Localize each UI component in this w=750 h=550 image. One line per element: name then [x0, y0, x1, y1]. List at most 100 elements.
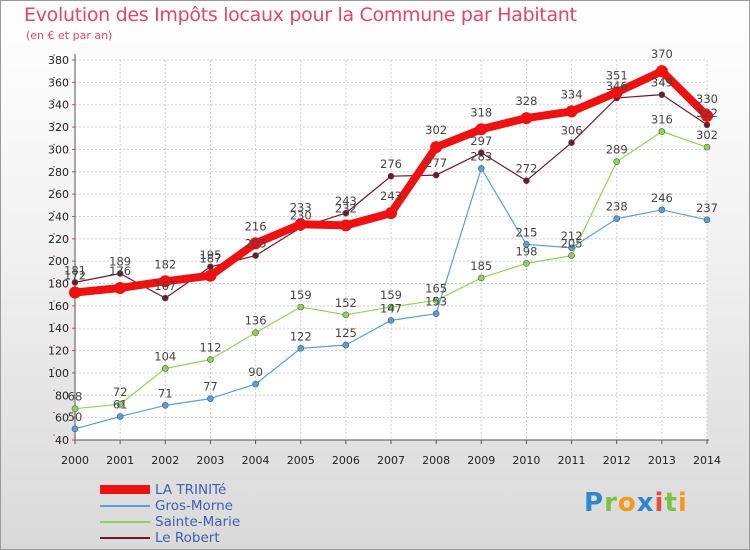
data-point-sainte-marie	[703, 143, 711, 151]
data-label-le-robert: 195	[199, 248, 221, 262]
grid	[74, 59, 708, 441]
data-point-gros-morne	[568, 244, 575, 252]
data-point-le-robert	[71, 279, 79, 286]
x-tick-label: 2008	[422, 454, 450, 467]
x-tick-label: 2009	[467, 454, 495, 467]
data-point-gros-morne	[387, 317, 395, 324]
data-label-la-trinit-: 172	[64, 268, 86, 282]
x-tick-label: 2013	[648, 454, 676, 467]
y-tick-label: 140	[48, 322, 69, 335]
data-label-le-robert: 277	[425, 156, 447, 170]
data-point-la-trinit-	[249, 237, 262, 250]
data-label-sainte-marie: 72	[113, 385, 128, 399]
x-tick-label: 2005	[287, 454, 315, 467]
data-label-sainte-marie: 185	[470, 259, 492, 273]
y-tick-label: 340	[48, 99, 69, 112]
data-point-gros-morne	[297, 345, 305, 352]
data-point-sainte-marie	[161, 365, 169, 372]
x-tick-label: 2011	[558, 454, 586, 467]
data-point-sainte-marie	[613, 158, 621, 166]
data-label-sainte-marie: 104	[154, 349, 176, 363]
data-label-le-robert: 322	[696, 106, 718, 120]
logo-letter: r	[604, 488, 618, 518]
data-label-gros-morne: 122	[290, 329, 312, 343]
series-lines	[69, 65, 713, 433]
data-label-gros-morne: 215	[515, 225, 537, 239]
data-point-sainte-marie	[252, 329, 259, 337]
data-label-la-trinit-: 176	[109, 264, 131, 278]
legend-label: Sainte-Marie	[155, 514, 241, 530]
legend-label: LA TRINITé	[155, 482, 227, 498]
x-tick-label: 2000	[61, 454, 89, 467]
legend-swatch	[100, 537, 150, 539]
data-point-sainte-marie	[523, 260, 530, 267]
data-label-la-trinit-: 233	[290, 200, 312, 214]
data-point-gros-morne	[161, 402, 169, 409]
data-label-sainte-marie: 302	[696, 128, 718, 142]
proxiti-logo: Proxiti	[584, 488, 688, 518]
data-label-la-trinit-: 318	[470, 105, 492, 119]
data-label-le-robert: 349	[651, 76, 673, 90]
data-point-gros-morne	[703, 216, 711, 224]
data-label-gros-morne: 71	[158, 386, 173, 400]
data-label-gros-morne: 125	[335, 326, 357, 340]
data-label-gros-morne: 246	[651, 191, 673, 205]
data-point-le-robert	[387, 172, 395, 180]
y-tick-label: 300	[48, 143, 69, 156]
data-label-sainte-marie: 165	[425, 281, 447, 295]
data-label-la-trinit-: 232	[335, 201, 357, 215]
data-label-la-trinit-: 216	[245, 219, 267, 233]
x-tick-label: 2012	[603, 454, 631, 467]
chart-subtitle: (en € et par an)	[26, 29, 113, 42]
data-point-sainte-marie	[432, 296, 440, 304]
data-label-gros-morne: 283	[470, 149, 492, 163]
data-point-sainte-marie	[207, 356, 214, 363]
data-point-sainte-marie	[387, 303, 395, 311]
y-tick-label: 320	[48, 121, 69, 134]
data-point-sainte-marie	[658, 128, 666, 135]
y-tick-label: 80	[55, 389, 69, 402]
data-label-la-trinit-: 370	[651, 47, 673, 61]
logo-letter: o	[617, 488, 637, 518]
data-label-sainte-marie: 159	[380, 288, 402, 302]
data-point-gros-morne	[71, 425, 79, 433]
data-label-la-trinit-: 302	[425, 123, 447, 137]
data-point-le-robert	[161, 294, 169, 302]
data-label-le-robert: 276	[380, 157, 402, 171]
data-point-le-robert	[252, 252, 259, 259]
legend-swatch	[100, 521, 150, 523]
data-label-le-robert: 167	[154, 279, 176, 293]
data-label-le-robert: 346	[606, 79, 628, 93]
data-label-gros-morne: 153	[425, 295, 447, 309]
logo-letter: i	[654, 488, 665, 518]
y-tick-label: 180	[48, 278, 69, 291]
y-tick-label: 200	[48, 255, 69, 268]
data-label-le-robert: 297	[470, 134, 492, 148]
data-label-sainte-marie: 68	[68, 390, 83, 404]
data-point-le-robert	[523, 177, 530, 185]
y-tick-label: 60	[55, 412, 69, 425]
data-point-gros-morne	[342, 341, 350, 349]
data-point-gros-morne	[252, 380, 259, 388]
data-label-gros-morne: 77	[203, 380, 218, 394]
data-point-sainte-marie	[116, 400, 124, 408]
data-label-gros-morne: 212	[561, 229, 583, 243]
data-point-la-trinit-	[159, 275, 172, 288]
y-tick-label: 260	[48, 188, 69, 201]
data-label-la-trinit-: 187	[199, 252, 221, 266]
data-label-la-trinit-: 328	[515, 94, 537, 108]
legend-label: Gros-Morne	[155, 498, 233, 514]
data-point-sainte-marie	[71, 405, 79, 413]
y-tick-label: 360	[48, 76, 69, 89]
data-label-gros-morne: 237	[696, 201, 718, 215]
data-label-gros-morne: 238	[606, 200, 628, 214]
data-point-gros-morne	[613, 215, 621, 223]
y-tick-label: 160	[48, 300, 69, 313]
y-tick-label: 220	[48, 233, 69, 246]
data-label-le-robert: 181	[64, 263, 86, 277]
data-point-la-trinit-	[475, 123, 488, 136]
legend-swatch	[100, 485, 150, 494]
logo-letter: i	[677, 488, 688, 518]
data-label-le-robert: 243	[335, 194, 357, 208]
data-label-sainte-marie: 112	[199, 341, 221, 355]
